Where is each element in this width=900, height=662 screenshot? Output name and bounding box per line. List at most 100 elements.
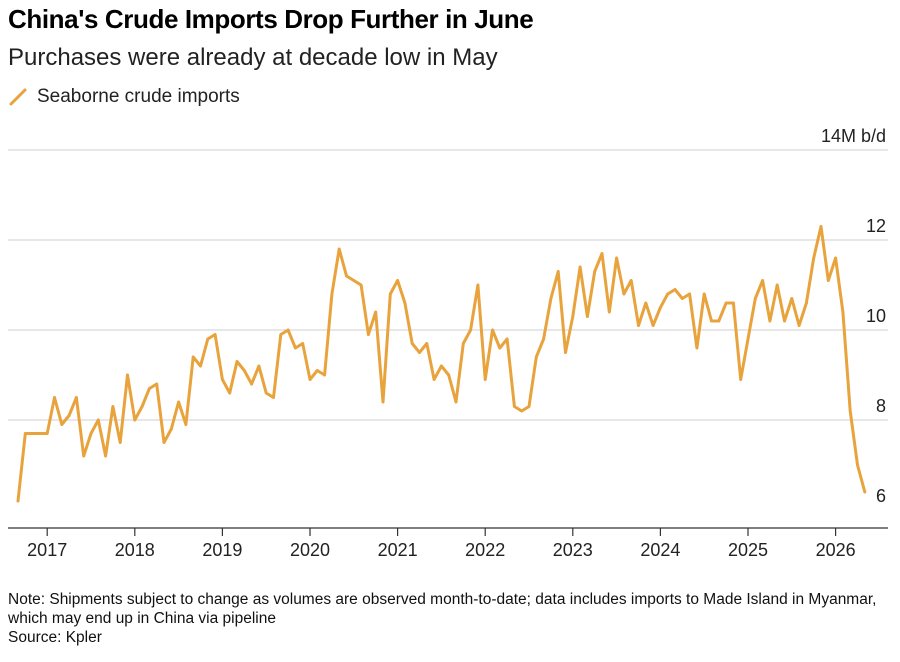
data-point bbox=[644, 301, 648, 305]
data-point bbox=[221, 378, 224, 381]
data-point bbox=[520, 409, 524, 413]
data-point bbox=[666, 292, 670, 296]
data-point bbox=[600, 252, 604, 255]
data-point bbox=[513, 405, 516, 408]
data-point bbox=[104, 454, 107, 458]
data-point bbox=[593, 270, 597, 273]
x-tick-label: 2026 bbox=[816, 540, 856, 560]
data-point bbox=[235, 360, 239, 363]
data-point bbox=[31, 432, 34, 435]
data-point bbox=[702, 292, 706, 296]
data-point bbox=[250, 382, 254, 386]
data-point bbox=[213, 333, 217, 336]
x-tick-label: 2022 bbox=[465, 540, 505, 560]
data-point bbox=[863, 490, 867, 494]
data-point bbox=[710, 319, 713, 323]
data-point bbox=[746, 337, 750, 341]
data-point bbox=[60, 423, 64, 426]
data-point bbox=[432, 378, 436, 381]
data-point bbox=[16, 499, 20, 503]
data-point bbox=[191, 355, 195, 359]
x-tick-label: 2017 bbox=[27, 540, 67, 560]
data-point bbox=[461, 342, 465, 345]
data-point bbox=[673, 288, 677, 291]
data-point bbox=[783, 319, 786, 323]
x-tick-label: 2020 bbox=[290, 540, 330, 560]
data-point bbox=[834, 256, 837, 260]
data-point bbox=[67, 414, 71, 417]
footnote: Note: Shipments subject to change as vol… bbox=[8, 591, 877, 627]
data-point bbox=[629, 279, 633, 282]
data-point bbox=[315, 369, 319, 372]
data-point bbox=[732, 301, 735, 305]
data-point bbox=[848, 409, 852, 413]
data-point bbox=[688, 292, 691, 296]
data-point bbox=[96, 418, 100, 422]
data-point bbox=[89, 432, 93, 435]
data-point bbox=[82, 454, 86, 458]
data-point bbox=[242, 369, 246, 372]
chart-title: China's Crude Imports Drop Further in Ju… bbox=[8, 4, 534, 34]
data-point bbox=[790, 297, 794, 300]
data-point bbox=[841, 310, 845, 314]
data-points bbox=[16, 225, 867, 503]
data-point bbox=[337, 247, 341, 251]
data-point bbox=[826, 279, 830, 282]
data-point bbox=[680, 297, 684, 300]
data-point bbox=[53, 396, 56, 399]
data-point bbox=[440, 364, 443, 368]
data-point bbox=[768, 319, 772, 323]
data-point bbox=[659, 306, 662, 309]
data-point bbox=[330, 292, 334, 296]
data-point bbox=[578, 265, 582, 269]
data-point bbox=[367, 333, 370, 336]
y-tick-label: 6 bbox=[876, 486, 886, 506]
data-point bbox=[564, 351, 567, 354]
data-point bbox=[586, 315, 589, 318]
data-point bbox=[695, 346, 699, 350]
grid-lines bbox=[8, 149, 888, 421]
data-point bbox=[206, 337, 210, 341]
data-point bbox=[257, 364, 261, 368]
data-point bbox=[352, 279, 356, 282]
data-point bbox=[812, 256, 816, 260]
data-point bbox=[856, 463, 859, 467]
series-layer bbox=[16, 225, 867, 503]
data-point bbox=[177, 400, 181, 404]
data-point bbox=[323, 373, 326, 377]
data-point bbox=[111, 405, 115, 408]
data-point bbox=[388, 292, 392, 296]
data-point bbox=[403, 301, 407, 305]
legend-label: Seaborne crude imports bbox=[37, 86, 240, 107]
chart-footer: Note: Shipments subject to change as vol… bbox=[8, 590, 888, 647]
data-point bbox=[396, 279, 399, 282]
data-point bbox=[469, 328, 472, 332]
data-point bbox=[819, 225, 823, 228]
data-point bbox=[308, 378, 312, 381]
data-point bbox=[148, 387, 151, 390]
data-point bbox=[447, 373, 451, 377]
data-point bbox=[162, 441, 166, 444]
data-point bbox=[476, 283, 480, 287]
data-point bbox=[651, 324, 655, 327]
data-point bbox=[775, 283, 779, 287]
data-point bbox=[542, 337, 545, 341]
data-point bbox=[534, 355, 538, 359]
chart-subtitle: Purchases were already at decade low in … bbox=[8, 44, 498, 71]
data-point bbox=[498, 346, 502, 350]
x-tick-label: 2023 bbox=[553, 540, 593, 560]
data-point bbox=[345, 274, 348, 278]
data-point bbox=[454, 400, 458, 404]
data-point bbox=[126, 373, 129, 377]
data-point bbox=[622, 292, 626, 296]
y-tick-label: 8 bbox=[876, 396, 886, 416]
data-point bbox=[359, 283, 363, 287]
data-point bbox=[75, 396, 78, 399]
data-point bbox=[491, 328, 494, 332]
data-point bbox=[724, 301, 728, 305]
data-point bbox=[199, 364, 202, 368]
x-axis: 2017 2018 2019 2020 2021 2022 2023 2024 2025 2026 bbox=[8, 527, 888, 560]
legend: Seaborne crude imports bbox=[8, 86, 240, 108]
data-point bbox=[410, 342, 414, 345]
data-point bbox=[264, 391, 268, 395]
